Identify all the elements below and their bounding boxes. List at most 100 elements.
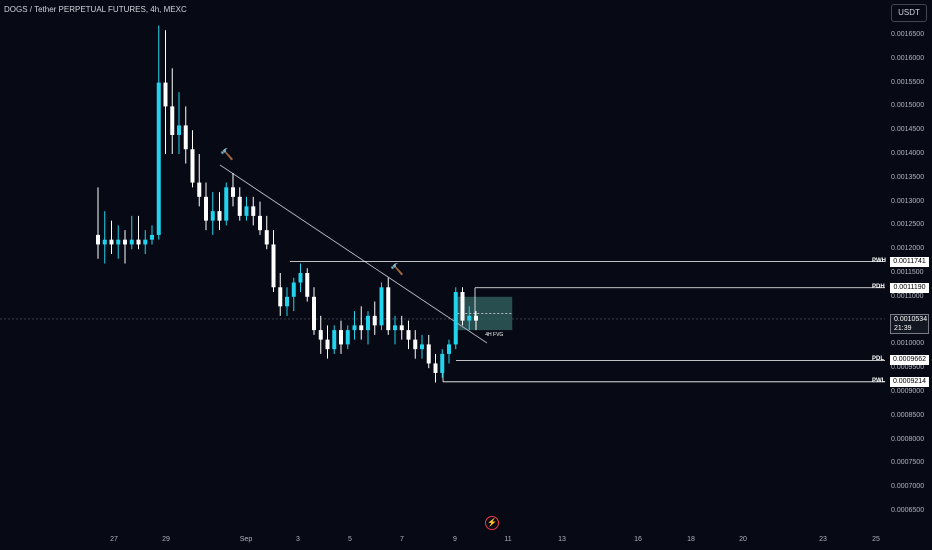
- time-tick-label: 18: [687, 536, 695, 543]
- price-tick-label: 0.0015000: [891, 102, 925, 110]
- hammer-icon: 🔨: [220, 149, 234, 161]
- candle-body: [298, 273, 303, 283]
- candle-body: [440, 353, 445, 373]
- time-tick-label: 3: [296, 536, 300, 543]
- price-tick-label: 0.0008500: [891, 411, 925, 419]
- candle-body: [420, 344, 424, 350]
- price-scale[interactable]: 0.0016500 0.0016000 0.0015500 0.0015000 0.00…: [885, 0, 932, 550]
- candle-body: [136, 239, 141, 245]
- price-tick-label: 0.0013500: [891, 173, 925, 181]
- candle-body: [258, 215, 262, 231]
- level-tag-pdl: PDL: [872, 356, 884, 363]
- candle-body: [278, 287, 283, 307]
- candle-body: [163, 82, 168, 107]
- time-tick-label: 20: [739, 536, 747, 543]
- time-tick-label: 16: [634, 536, 642, 543]
- price-tick-label: 0.0013000: [891, 197, 925, 205]
- candle-body: [393, 325, 397, 331]
- hammer-icon: 🔨: [390, 264, 404, 276]
- time-tick-label: 5: [348, 536, 352, 543]
- candle-body: [325, 339, 330, 350]
- candle-body: [447, 344, 451, 354]
- candle-body: [116, 239, 121, 245]
- chart-area[interactable]: [0, 0, 885, 528]
- candle-body: [345, 330, 350, 345]
- time-tick-label: 25: [872, 536, 880, 543]
- candle-body: [285, 296, 289, 307]
- candle-body: [237, 196, 242, 216]
- candle-body: [143, 239, 148, 245]
- candle-body: [453, 292, 458, 345]
- price-tick-label: 0.0009000: [891, 388, 925, 395]
- price-tick-label: 0.0012500: [891, 221, 925, 229]
- candle-body: [177, 125, 181, 135]
- candle-body: [224, 187, 229, 221]
- candle-body: [467, 315, 472, 321]
- candle-body: [197, 182, 202, 197]
- level-tag-pwl: PWL: [872, 377, 886, 384]
- candle-body: [372, 315, 377, 326]
- symbol-title: DOGS / Tether PERPETUAL FUTURES, 4h, MEX…: [4, 5, 187, 14]
- price-tick-label: 0.0011500: [891, 269, 924, 276]
- price-tick-label: 0.0016500: [891, 31, 925, 38]
- time-tick-label: 23: [819, 536, 827, 543]
- candle-body: [96, 234, 100, 245]
- candle-body: [190, 149, 195, 183]
- candle-body: [129, 239, 134, 245]
- time-tick-label: 13: [558, 536, 566, 543]
- candle-body: [352, 325, 357, 331]
- time-scale[interactable]: 27 29 Sep 3 5 7 9 11 13 16 18 20 23 25: [0, 528, 885, 550]
- candle-body: [305, 273, 310, 297]
- price-tick-label: 0.0014500: [891, 126, 925, 134]
- candle-body: [204, 196, 208, 221]
- price-chart[interactable]: [0, 0, 885, 528]
- candle-body: [474, 315, 478, 321]
- candle-body: [332, 330, 337, 350]
- level-price-pdl: 0.0009662: [890, 355, 929, 366]
- time-tick-label: 29: [162, 536, 170, 543]
- time-tick-label: 11: [504, 536, 512, 543]
- price-tick-label: 0.0010000: [891, 340, 925, 348]
- level-tag-pdh: PDH: [872, 283, 885, 290]
- candle-body: [109, 239, 114, 245]
- price-tick-label: 0.0012000: [891, 245, 925, 253]
- candle-body: [339, 330, 343, 345]
- trendline: [219, 164, 488, 344]
- bar-countdown: 21:39: [894, 325, 912, 332]
- replay-icon[interactable]: ⚡: [485, 516, 499, 530]
- price-tick-label: 0.0007000: [891, 483, 925, 491]
- current-price-box: 0.0010534 21:39: [890, 314, 929, 334]
- currency-button[interactable]: USDT: [891, 4, 927, 22]
- candle-body: [359, 325, 364, 331]
- time-tick-label: 27: [110, 536, 118, 543]
- candle-body: [271, 244, 276, 288]
- candle-body: [433, 363, 438, 373]
- candle-body: [264, 230, 269, 245]
- price-tick-label: 0.0008000: [891, 435, 925, 443]
- price-tick-label: 0.0009500: [891, 364, 925, 372]
- candle-body: [183, 125, 188, 150]
- candle-body: [217, 211, 222, 221]
- time-tick-label: 9: [453, 536, 457, 543]
- level-price-pdh: 0.0011190: [890, 282, 929, 293]
- price-tick-label: 0.0016000: [891, 54, 925, 62]
- current-price-value: 0.0010534: [894, 316, 928, 323]
- candle-body: [251, 206, 256, 216]
- candle-body: [123, 239, 127, 245]
- price-tick-label: 0.0014000: [891, 150, 925, 157]
- candle-body: [231, 187, 235, 197]
- candle-body: [406, 330, 411, 340]
- candle-body: [318, 330, 323, 340]
- candle-body: [312, 296, 316, 331]
- level-tag-pwh: PWH: [872, 257, 886, 264]
- time-tick-label: 7: [400, 536, 404, 543]
- fvg-label: 4H FVG: [485, 332, 504, 339]
- level-price-pwl: 0.0009214: [890, 376, 929, 387]
- price-tick-label: 0.0015500: [891, 78, 925, 86]
- time-tick-label: Sep: [239, 536, 253, 543]
- candle-body: [150, 234, 154, 240]
- price-tick-label: 0.0006500: [891, 507, 925, 514]
- candle-body: [170, 106, 175, 135]
- candle-body: [426, 344, 431, 364]
- candle-body: [366, 315, 370, 331]
